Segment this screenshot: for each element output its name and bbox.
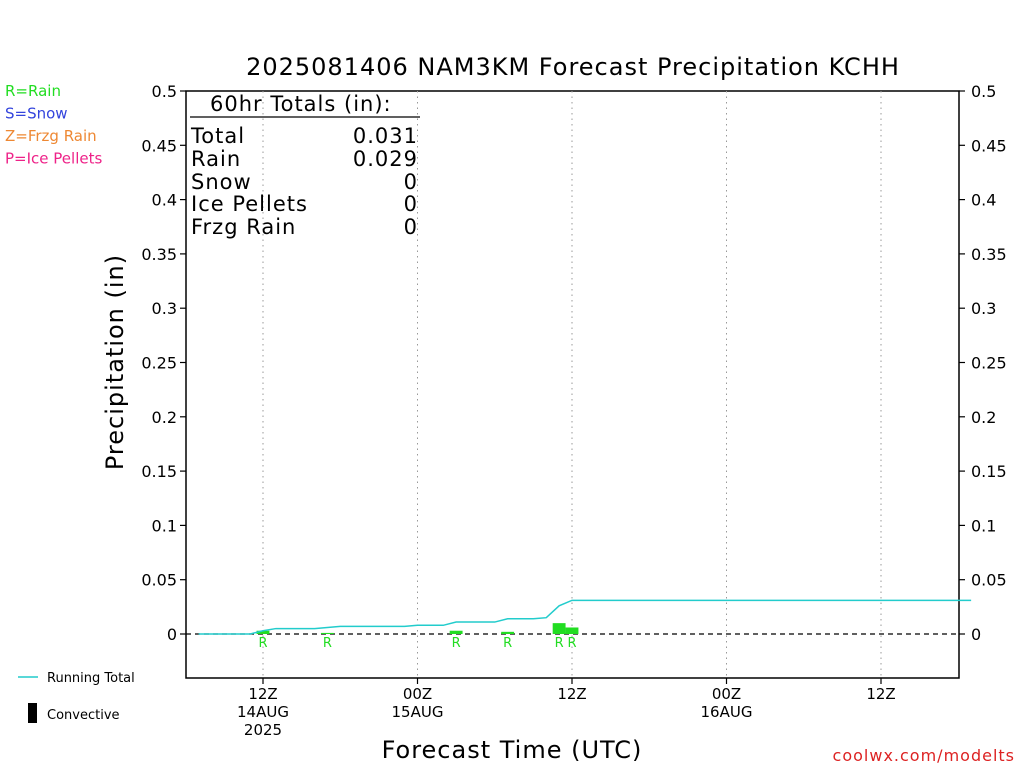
totals-value-rain: 0.029	[353, 147, 418, 171]
type-legend-item: Z=Frzg Rain	[5, 127, 97, 145]
y-tick-label-right: 0.15	[971, 462, 1007, 481]
precip-bar	[565, 627, 579, 634]
x-tick-label: 14AUG	[237, 703, 289, 721]
y-tick-label-left: 0.45	[141, 136, 177, 155]
y-tick-label-right: 0	[971, 625, 981, 644]
y-tick-label-right: 0.3	[971, 299, 996, 318]
type-legend-item: P=Ice Pellets	[5, 150, 102, 168]
precip-type-label: R	[567, 636, 576, 651]
y-tick-label-left: 0.4	[152, 191, 177, 210]
precip-bar	[552, 623, 566, 634]
y-tick-label-right: 0.4	[971, 191, 996, 210]
y-tick-label-left: 0.15	[141, 462, 177, 481]
chart-title: 2025081406 NAM3KM Forecast Precipitation…	[246, 53, 900, 81]
y-tick-label-right: 0.2	[971, 408, 996, 427]
y-tick-label-left: 0.35	[141, 245, 177, 264]
precip-bar	[256, 630, 270, 634]
precip-bar	[449, 630, 463, 634]
totals-label-frzg-rain: Frzg Rain	[191, 215, 296, 239]
totals-label-ice-pellets: Ice Pellets	[191, 192, 308, 216]
x-axis-title: Forecast Time (UTC)	[382, 736, 643, 764]
x-tick-label: 00Z	[403, 685, 432, 703]
type-legend-item: R=Rain	[5, 82, 61, 100]
x-tick-label: 12Z	[557, 685, 586, 703]
x-tick-label: 00Z	[712, 685, 741, 703]
convective-legend-label: Convective	[47, 708, 120, 723]
y-tick-label-right: 0.25	[971, 354, 1007, 373]
precip-bar	[320, 632, 334, 634]
totals-value-ice-pellets: 0	[404, 192, 418, 216]
y-tick-label-left: 0.1	[152, 516, 177, 535]
totals-label-snow: Snow	[191, 170, 252, 194]
y-tick-label-right: 0.5	[971, 82, 996, 101]
grid-layer	[186, 91, 959, 678]
credit-text: coolwx.com/modelts	[833, 746, 1015, 765]
totals-label-total: Total	[190, 124, 245, 148]
precip-type-label: R	[323, 636, 332, 651]
running-total-line	[198, 599, 972, 635]
precip-bars: R R R R RR	[256, 623, 579, 651]
x-tick-label: 15AUG	[392, 703, 444, 721]
series-legend: Running Total Convective	[18, 671, 135, 723]
totals-box: 60hr Totals (in): Total 0.031 Rain 0.029…	[190, 92, 420, 239]
precip-type-legend: R=Rain S=Snow Z=Frzg Rain P=Ice Pellets	[5, 82, 102, 168]
y-tick-label-left: 0.05	[141, 571, 177, 590]
x-tick-label: 16AUG	[701, 703, 753, 721]
running-total-series	[198, 599, 972, 635]
y-tick-label-left: 0.3	[152, 299, 177, 318]
y-tick-label-right: 0.35	[971, 245, 1007, 264]
y-tick-label-left: 0	[167, 625, 177, 644]
type-legend-item: S=Snow	[5, 105, 68, 123]
y-tick-label-right: 0.45	[971, 136, 1007, 155]
precip-type-label: R	[503, 636, 512, 651]
y-tick-label-right: 0.1	[971, 516, 996, 535]
precip-type-label: R	[452, 636, 461, 651]
y-axis-ticks: 0.5 0.5 0.45 0.45 0.4 0.4 0.35 0.35 0.3 0.3 0.25 0.…	[141, 82, 1006, 644]
totals-value-snow: 0	[404, 170, 418, 194]
convective-legend-swatch	[28, 703, 37, 723]
precip-bar	[501, 631, 515, 634]
precip-type-label: R	[258, 636, 267, 651]
totals-header: 60hr Totals (in):	[210, 92, 392, 116]
y-axis-title: Precipitation (in)	[101, 254, 129, 470]
totals-value-total: 0.031	[353, 124, 418, 148]
y-tick-label-right: 0.05	[971, 571, 1007, 590]
x-tick-label: 12Z	[248, 685, 277, 703]
running-total-legend-label: Running Total	[47, 671, 135, 686]
precip-type-label: R	[555, 636, 564, 651]
totals-value-frzg-rain: 0	[404, 215, 418, 239]
x-tick-label: 2025	[244, 721, 282, 739]
totals-label-rain: Rain	[191, 147, 241, 171]
y-tick-label-left: 0.25	[141, 354, 177, 373]
y-tick-label-left: 0.2	[152, 408, 177, 427]
y-tick-label-left: 0.5	[152, 82, 177, 101]
x-tick-label: 12Z	[866, 685, 895, 703]
